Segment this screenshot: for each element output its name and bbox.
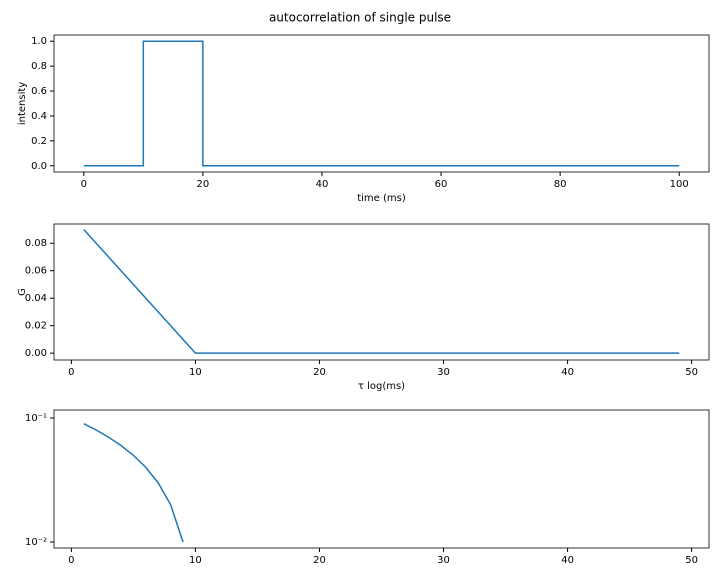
x-tick-label: 20 [313, 555, 326, 566]
y-tick-label: 0.2 [31, 136, 47, 147]
x-tick-label: 40 [561, 555, 574, 566]
y-tick-label: 1.0 [31, 36, 47, 47]
y-tick-label: 0.6 [31, 86, 47, 97]
line [83, 228, 680, 354]
y-tick-label: 0.02 [25, 321, 47, 332]
y-tick-label: 0.04 [25, 293, 47, 304]
y-tick-label: 0.00 [25, 348, 47, 359]
y-tick-label: 0.08 [25, 238, 47, 249]
x-tick-label: 0 [68, 555, 74, 566]
axes-frame [53, 223, 710, 361]
x-tick-label: 100 [670, 179, 689, 190]
x-tick-label: 60 [435, 179, 448, 190]
y-tick-label: 10⁻¹ [25, 413, 47, 424]
y-tick-label: 0.4 [31, 111, 47, 122]
x-tick-label: 40 [316, 179, 329, 190]
x-tick-label: 10 [189, 367, 202, 378]
x-tick-label: 50 [685, 555, 698, 566]
y-axis-label: intensity [17, 82, 28, 125]
x-tick-label: 80 [554, 179, 567, 190]
x-tick-label: 30 [437, 555, 450, 566]
x-tick-label: 0 [81, 179, 87, 190]
x-tick-label: 20 [313, 367, 326, 378]
y-tick-label: 0.06 [25, 266, 47, 277]
y-axis-label: G [17, 288, 28, 296]
y-tick-label: 0.0 [31, 161, 47, 172]
x-tick-label: 10 [189, 555, 202, 566]
x-tick-label: 30 [437, 367, 450, 378]
axes-frame [53, 409, 710, 549]
x-tick-label: 20 [196, 179, 209, 190]
y-tick-label: 0.8 [31, 61, 47, 72]
axes-frame [53, 34, 710, 173]
x-tick-label: 50 [685, 367, 698, 378]
line [83, 423, 184, 543]
x-axis-label: time (ms) [357, 193, 406, 204]
x-tick-label: 0 [68, 367, 74, 378]
y-tick-label: 10⁻² [25, 537, 47, 548]
figure-title: autocorrelation of single pulse [269, 11, 451, 25]
x-tick-label: 40 [561, 367, 574, 378]
x-axis-label: τ log(ms) [358, 381, 405, 392]
line [83, 40, 680, 167]
